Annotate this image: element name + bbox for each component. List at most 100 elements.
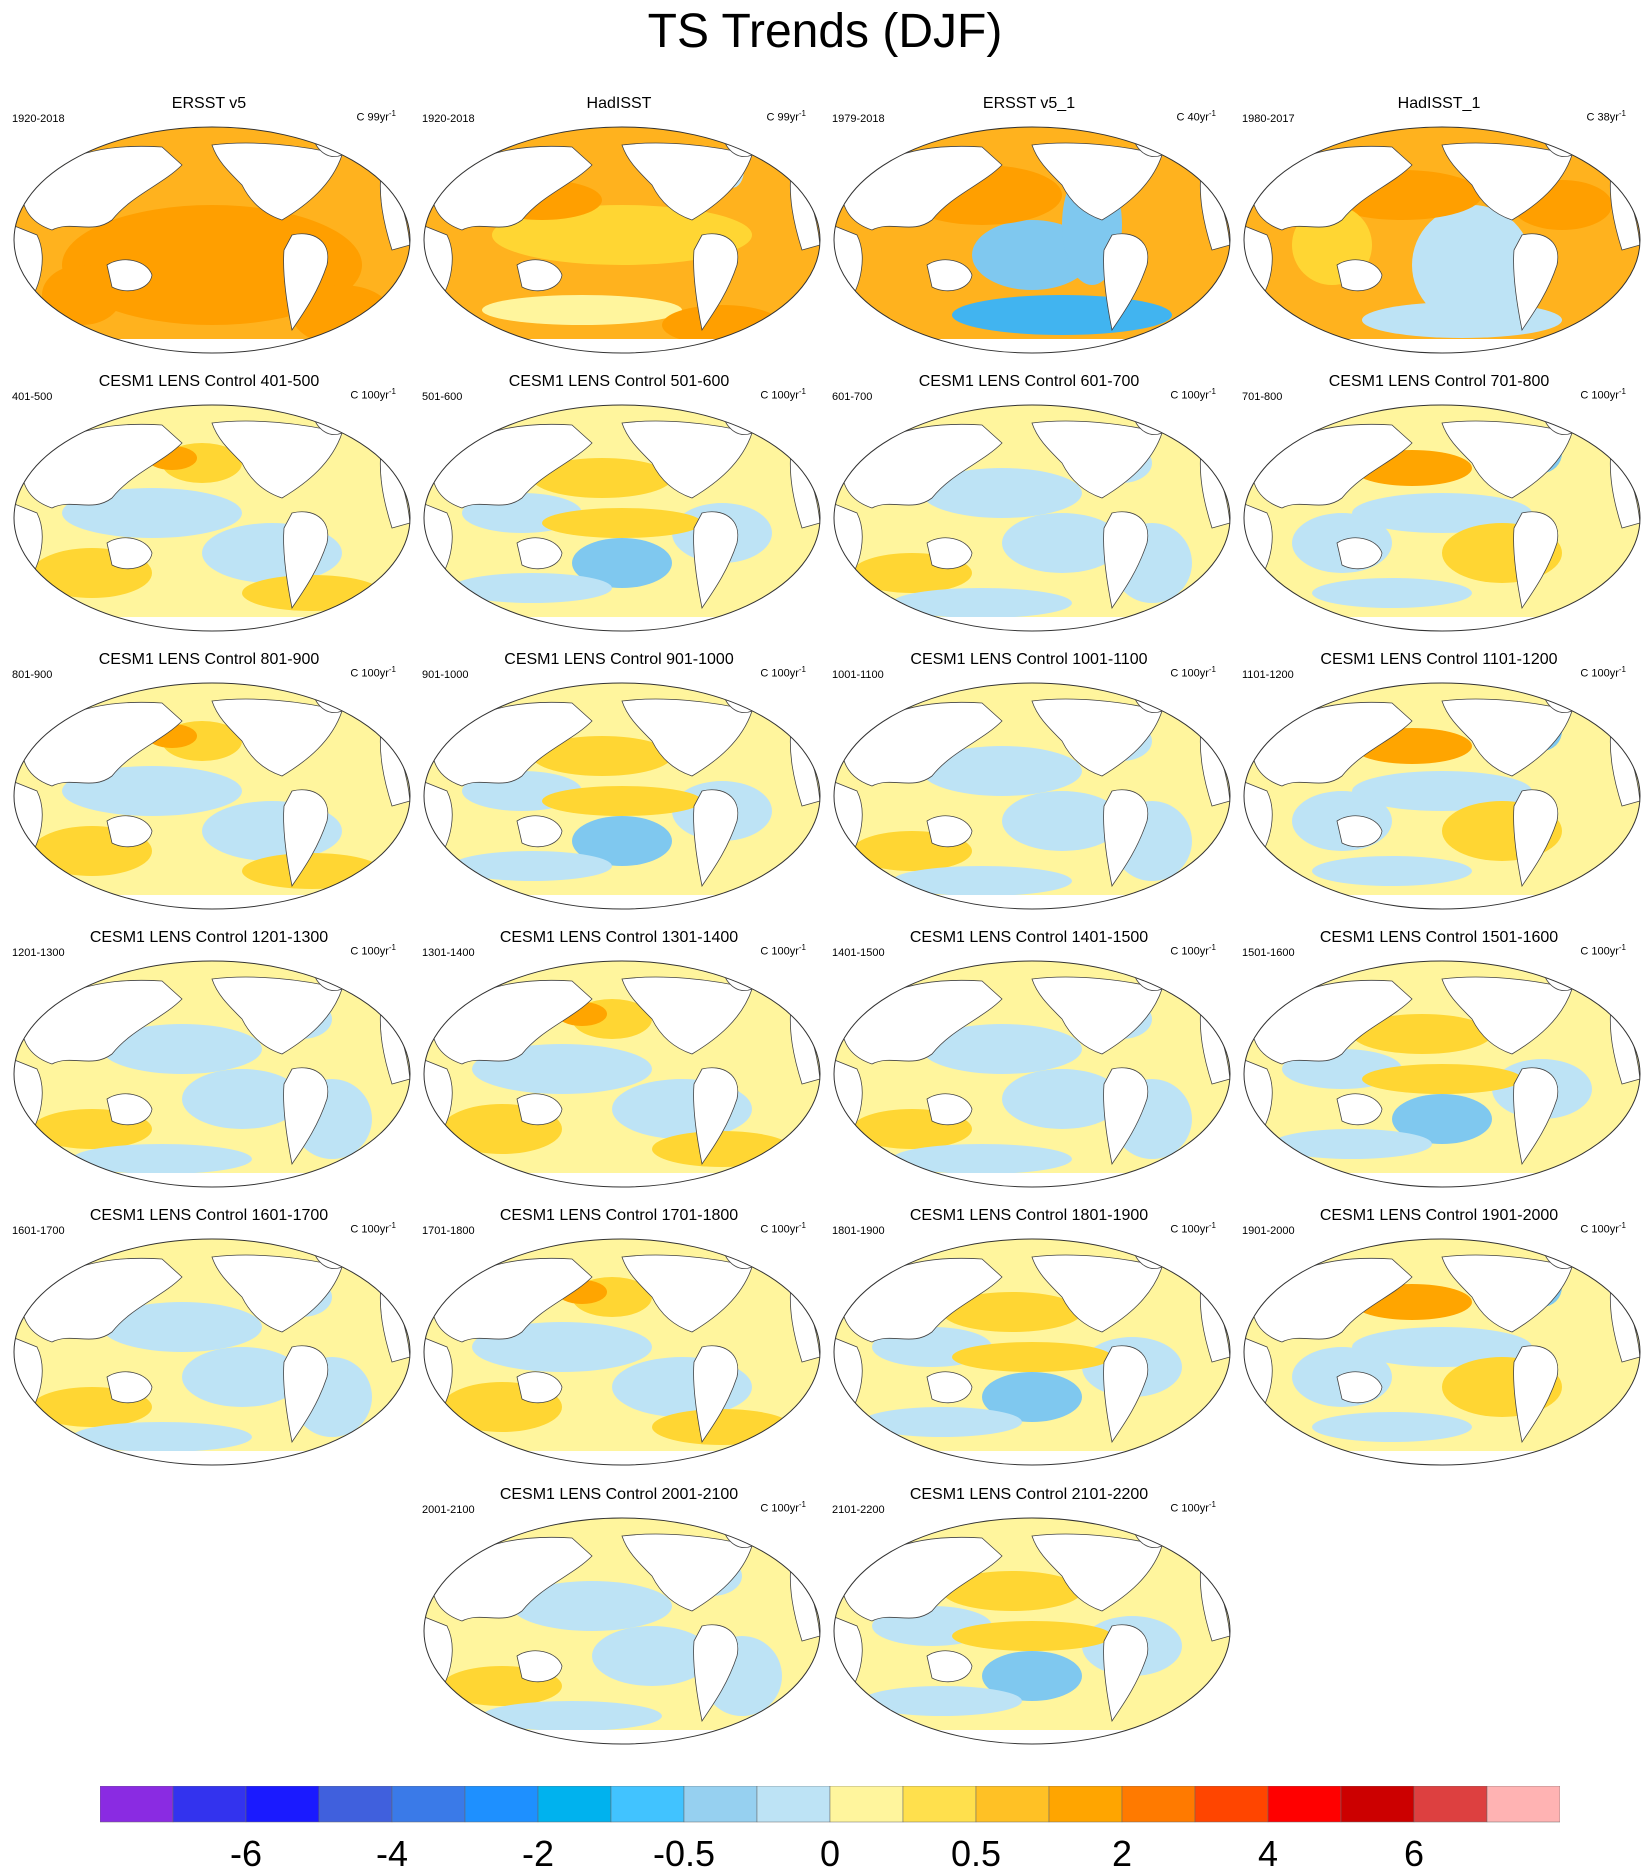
map-panel: CESM1 LENS Control 901-1000 901-1000 C 100… [414, 651, 824, 915]
land-mass [1441, 420, 1573, 499]
map-panel: CESM1 LENS Control 1401-1500 1401-1500 C 1… [824, 929, 1234, 1193]
map-panel: ERSST v5 1920-2018 C 99yr-1 [4, 95, 414, 359]
land-mass [693, 789, 739, 888]
panel-period: 1920-2018 [422, 113, 475, 125]
land-mass [841, 1257, 1003, 1343]
map-panel: CESM1 LENS Control 501-600 501-600 C 100yr… [414, 373, 824, 637]
land-mass [283, 789, 329, 888]
land-mass [1031, 420, 1163, 499]
world-map [833, 682, 1231, 910]
panel-units: C 100yr-1 [1170, 387, 1216, 402]
panel-units: C 100yr-1 [350, 943, 396, 958]
panel-title: CESM1 LENS Control 601-700 [918, 373, 1140, 390]
map-outline [423, 404, 821, 632]
trend-anomaly [982, 1372, 1082, 1422]
trend-anomaly [922, 468, 1082, 518]
land-mass [621, 976, 753, 1055]
land-mass [841, 979, 1003, 1065]
panel-units: C 100yr-1 [1170, 1221, 1216, 1236]
map-panel: HadISST 1920-2018 C 99yr-1 [414, 95, 824, 359]
land-mass [431, 979, 593, 1065]
land-mass [211, 976, 343, 1055]
world-map [1243, 960, 1641, 1188]
map-panel: CESM1 LENS Control 2101-2200 2101-2200 C 1… [824, 1486, 1234, 1750]
world-map [833, 126, 1231, 354]
trend-anomaly [482, 1701, 662, 1731]
land-mass [841, 145, 1003, 231]
colorbar-swatch [1413, 1786, 1488, 1823]
trend-anomaly [862, 1407, 1022, 1437]
panel-units: C 100yr-1 [350, 387, 396, 402]
trend-anomaly [1312, 1412, 1472, 1442]
colorbar-tick: -4 [375, 1833, 409, 1874]
colorbar-swatch [100, 1786, 174, 1823]
trend-anomaly [482, 295, 682, 325]
map-outline [833, 682, 1231, 910]
land-mass [621, 1533, 753, 1612]
trend-anomaly [102, 1024, 262, 1074]
land-mass [106, 1093, 153, 1126]
map-panel: CESM1 LENS Control 1501-1600 1501-1600 C 1… [1234, 929, 1644, 1193]
land-mass [21, 1257, 183, 1343]
trend-anomaly [1392, 1094, 1492, 1144]
land-mass [431, 1536, 593, 1622]
panel-units: C 100yr-1 [1580, 943, 1626, 958]
land-mass [1513, 511, 1559, 610]
panel-units: C 100yr-1 [350, 1221, 396, 1236]
land-mass [516, 259, 563, 292]
land-mass [693, 233, 739, 332]
land-mass [1441, 976, 1573, 1055]
panel-period: 1980-2017 [1242, 113, 1295, 125]
panel-period: 2001-2100 [422, 1504, 475, 1516]
colorbar-swatch [391, 1786, 466, 1823]
land-mass [926, 1093, 973, 1126]
colorbar-tick: 0.5 [950, 1833, 1002, 1874]
map-panel: CESM1 LENS Control 2001-2100 2001-2100 C 1… [414, 1486, 824, 1750]
panel-title: CESM1 LENS Control 1501-1600 [1319, 929, 1559, 946]
colorbar-swatch [902, 1786, 977, 1823]
trend-anomaly [572, 816, 672, 866]
trend-anomaly [1352, 771, 1532, 811]
world-map [1243, 682, 1641, 910]
land-mass [1031, 1533, 1163, 1612]
colorbar-tick: -2 [521, 1833, 555, 1874]
land-mass [621, 420, 753, 499]
world-map [423, 404, 821, 632]
world-map [423, 1238, 821, 1466]
map-outline [833, 960, 1231, 1188]
panel-title: HadISST [586, 95, 652, 112]
panel-period: 1601-1700 [12, 1225, 65, 1237]
map-outline [423, 1517, 821, 1745]
panel-units: C 100yr-1 [1580, 665, 1626, 680]
panel-period: 1301-1400 [422, 947, 475, 959]
colorbar-swatch [829, 1786, 904, 1823]
colorbar-swatch [1194, 1786, 1269, 1823]
land-mass [1031, 142, 1163, 221]
land-mass [1103, 789, 1149, 888]
panel-period: 1701-1800 [422, 1225, 475, 1237]
panel-title: CESM1 LENS Control 1901-2000 [1319, 1207, 1559, 1224]
land-mass [1336, 259, 1383, 292]
panel-period: 1979-2018 [832, 113, 885, 125]
trend-anomaly [862, 1686, 1022, 1716]
land-mass [21, 145, 183, 231]
panel-title: CESM1 LENS Control 1601-1700 [89, 1207, 329, 1224]
map-outline [1243, 960, 1641, 1188]
panel-title: CESM1 LENS Control 1201-1300 [89, 929, 329, 946]
colorbar-swatch [610, 1786, 685, 1823]
land-mass [21, 423, 183, 509]
panel-period: 1001-1100 [832, 669, 884, 681]
land-mass [431, 423, 593, 509]
map-outline [423, 960, 821, 1188]
panel-title: CESM1 LENS Control 901-1000 [504, 651, 734, 668]
colorbar-swatch [1267, 1786, 1342, 1823]
land-mass [283, 511, 329, 610]
trend-anomaly [452, 573, 612, 603]
trend-anomaly [1002, 791, 1122, 851]
panel-title: CESM1 LENS Control 401-500 [98, 373, 320, 390]
world-map [833, 1238, 1231, 1466]
panel-title: CESM1 LENS Control 1801-1900 [909, 1207, 1149, 1224]
land-mass [431, 701, 593, 787]
trend-anomaly [892, 588, 1072, 618]
colorbar-swatch [318, 1786, 393, 1823]
